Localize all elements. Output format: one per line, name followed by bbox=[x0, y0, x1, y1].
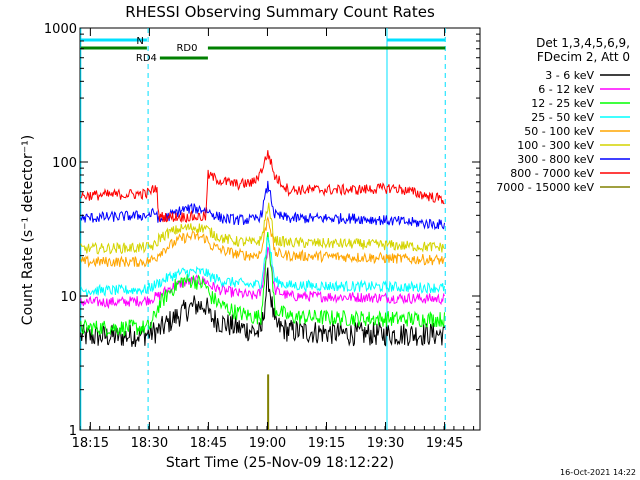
plot-area: N RD0 RD4 bbox=[79, 27, 481, 431]
y-tick-label: 100 bbox=[52, 156, 77, 171]
x-tick-label: 18:30 bbox=[131, 436, 168, 451]
x-axis-label: Start Time (25-Nov-09 18:12:22) bbox=[166, 455, 394, 471]
legend-item-label: 50 - 100 keV bbox=[524, 125, 594, 138]
y-axis-label: Count Rate (s⁻¹ detector⁻¹) bbox=[20, 135, 36, 325]
series-line bbox=[80, 215, 445, 268]
chart-title: RHESSI Observing Summary Count Rates bbox=[125, 3, 435, 21]
x-tick-label: 19:45 bbox=[426, 436, 463, 451]
plot-frame bbox=[79, 27, 481, 431]
y-tick-label: 1000 bbox=[44, 22, 77, 37]
y-tick-label: 10 bbox=[60, 290, 77, 305]
legend-item-label: 25 - 50 keV bbox=[531, 111, 594, 124]
x-tick-label: 19:15 bbox=[308, 436, 345, 451]
time-markers bbox=[80, 28, 446, 430]
series-line bbox=[80, 180, 445, 231]
y-tick-label: 1 bbox=[69, 424, 77, 439]
legend-header-2: FDecim 2, Att 0 bbox=[537, 50, 630, 64]
legend-item-label: 3 - 6 keV bbox=[545, 69, 594, 82]
night-label: N bbox=[136, 36, 143, 47]
legend: Det 1,3,4,5,6,9, FDecim 2, Att 0 3 - 6 k… bbox=[496, 36, 630, 194]
series-line bbox=[80, 202, 445, 255]
legend-header-1: Det 1,3,4,5,6,9, bbox=[536, 36, 630, 50]
x-tick-label: 19:30 bbox=[367, 436, 404, 451]
series-line bbox=[80, 150, 445, 223]
series-group bbox=[80, 150, 445, 347]
legend-item-label: 300 - 800 keV bbox=[517, 153, 594, 166]
rd4-label: RD4 bbox=[136, 53, 157, 64]
x-axis: 18:15 18:30 18:45 19:00 19:15 19:30 19:45 bbox=[72, 28, 475, 451]
series-line bbox=[80, 236, 445, 298]
series-line bbox=[80, 246, 445, 310]
x-tick-label: 18:45 bbox=[190, 436, 227, 451]
y-axis: 1 10 100 1000 bbox=[44, 22, 480, 439]
legend-item-label: 12 - 25 keV bbox=[531, 97, 594, 110]
legend-item-label: 100 - 300 keV bbox=[517, 139, 594, 152]
legend-item-label: 7000 - 15000 keV bbox=[496, 181, 594, 194]
series-line bbox=[80, 267, 445, 347]
x-tick-label: 19:00 bbox=[249, 436, 286, 451]
legend-item-label: 800 - 7000 keV bbox=[510, 167, 594, 180]
x-tick-label: 18:15 bbox=[72, 436, 109, 451]
timestamp: 16-Oct-2021 14:22 bbox=[560, 468, 636, 477]
series-line bbox=[80, 232, 445, 337]
legend-item-label: 6 - 12 keV bbox=[538, 83, 594, 96]
mode-bars: N RD0 RD4 bbox=[80, 36, 446, 64]
rd0-label: RD0 bbox=[176, 43, 197, 54]
